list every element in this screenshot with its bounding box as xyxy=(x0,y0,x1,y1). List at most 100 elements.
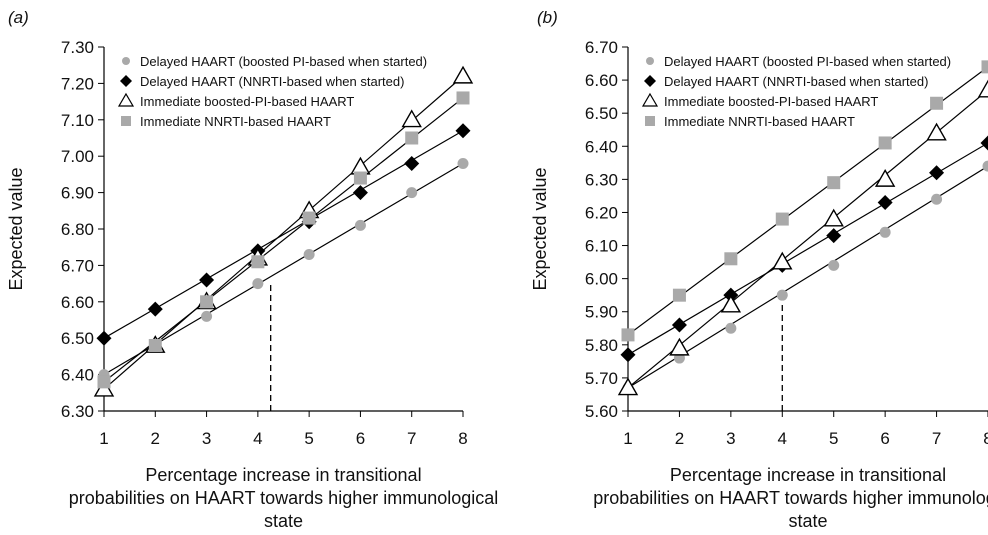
data-point xyxy=(725,323,736,334)
panel-label: (b) xyxy=(537,8,558,27)
series-4 xyxy=(98,91,470,388)
series-2 xyxy=(97,123,471,345)
legend-diamond-icon xyxy=(120,75,132,87)
data-point xyxy=(983,161,988,172)
data-point xyxy=(149,339,162,352)
x-tick-label: 3 xyxy=(202,429,211,448)
data-point xyxy=(929,165,944,180)
x-tick-label: 4 xyxy=(253,429,262,448)
data-point xyxy=(931,194,942,205)
legend-square-icon xyxy=(121,116,131,126)
legend-marker xyxy=(119,94,133,106)
y-tick-label: 6.70 xyxy=(61,256,94,275)
y-tick-label: 6.10 xyxy=(585,237,618,256)
x-tick-label: 8 xyxy=(458,429,467,448)
legend-entry: Delayed HAART (boosted PI-based when sta… xyxy=(140,54,427,69)
data-point xyxy=(880,227,891,238)
data-point xyxy=(148,302,163,317)
data-point xyxy=(355,220,366,231)
x-tick-label: 7 xyxy=(932,429,941,448)
x-tick-label: 6 xyxy=(356,429,365,448)
panel-label: (a) xyxy=(8,8,29,27)
y-tick-label: 7.10 xyxy=(61,111,94,130)
data-point xyxy=(200,295,213,308)
y-tick-label: 6.40 xyxy=(61,366,94,385)
legend-triangle-icon xyxy=(119,94,133,106)
data-point xyxy=(827,176,840,189)
x-tick-label: 2 xyxy=(151,429,160,448)
legend-circle-icon xyxy=(646,57,654,65)
data-point xyxy=(673,289,686,302)
data-point xyxy=(622,328,635,341)
x-tick-label: 6 xyxy=(880,429,889,448)
data-point xyxy=(303,212,316,225)
data-point xyxy=(670,339,688,355)
x-tick-label: 8 xyxy=(983,429,988,448)
legend-entry: Immediate NNRTI-based HAART xyxy=(664,114,855,129)
x-tick-label: 5 xyxy=(829,429,838,448)
legend-marker xyxy=(120,75,132,87)
x-axis-title-line: state xyxy=(264,511,303,530)
legend-entry: Delayed HAART (NNRTI-based when started) xyxy=(140,74,404,89)
data-point xyxy=(828,260,839,271)
legend-triangle-icon xyxy=(643,94,657,106)
y-tick-label: 6.40 xyxy=(585,137,618,156)
legend-square-icon xyxy=(645,116,655,126)
legend-entry: Immediate boosted-PI-based HAART xyxy=(140,94,354,109)
y-tick-label: 6.50 xyxy=(61,329,94,348)
y-axis-title: Expected value xyxy=(6,167,26,290)
legend-marker xyxy=(644,75,656,87)
y-tick-label: 7.00 xyxy=(61,147,94,166)
legend-marker xyxy=(643,94,657,106)
x-axis-title-line: Percentage increase in transitional xyxy=(145,465,421,485)
y-tick-label: 6.80 xyxy=(61,220,94,239)
data-point xyxy=(777,290,788,301)
legend: Delayed HAART (boosted PI-based when sta… xyxy=(643,54,951,129)
series-1 xyxy=(623,161,988,394)
y-axis-title: Expected value xyxy=(530,167,550,290)
data-point xyxy=(621,347,636,362)
legend-diamond-icon xyxy=(644,75,656,87)
legend-entry: Delayed HAART (boosted PI-based when sta… xyxy=(664,54,951,69)
data-point xyxy=(201,311,212,322)
chart-panel-a: (a)6.306.406.506.606.706.806.907.007.107… xyxy=(6,8,498,530)
data-point xyxy=(928,124,946,140)
data-point xyxy=(672,317,687,332)
data-point xyxy=(878,195,893,210)
legend-circle-icon xyxy=(122,57,130,65)
data-point xyxy=(304,249,315,260)
data-point xyxy=(876,170,894,186)
y-tick-label: 7.30 xyxy=(61,38,94,57)
data-point xyxy=(724,252,737,265)
data-point xyxy=(97,331,112,346)
data-point xyxy=(457,91,470,104)
x-tick-label: 3 xyxy=(726,429,735,448)
legend-marker xyxy=(646,57,654,65)
data-point xyxy=(981,135,988,150)
y-tick-label: 5.90 xyxy=(585,303,618,322)
data-point xyxy=(619,379,637,395)
x-axis-title-line: probabilities on HAART towards higher im… xyxy=(69,488,499,508)
legend-entry: Immediate boosted-PI-based HAART xyxy=(664,94,878,109)
x-tick-label: 1 xyxy=(99,429,108,448)
data-point xyxy=(982,60,988,73)
data-point xyxy=(930,97,943,110)
y-tick-label: 6.60 xyxy=(61,293,94,312)
y-tick-label: 5.80 xyxy=(585,336,618,355)
data-point xyxy=(406,187,417,198)
x-tick-label: 2 xyxy=(675,429,684,448)
data-point xyxy=(776,213,789,226)
legend-marker xyxy=(121,116,131,126)
y-tick-label: 6.70 xyxy=(585,38,618,57)
data-point xyxy=(879,136,892,149)
data-point xyxy=(458,158,469,169)
x-tick-label: 5 xyxy=(304,429,313,448)
y-tick-label: 5.60 xyxy=(585,402,618,421)
data-point xyxy=(454,67,472,83)
data-point xyxy=(354,172,367,185)
legend-entry: Delayed HAART (NNRTI-based when started) xyxy=(664,74,928,89)
x-axis-title: Percentage increase in transitional proba… xyxy=(69,465,499,530)
